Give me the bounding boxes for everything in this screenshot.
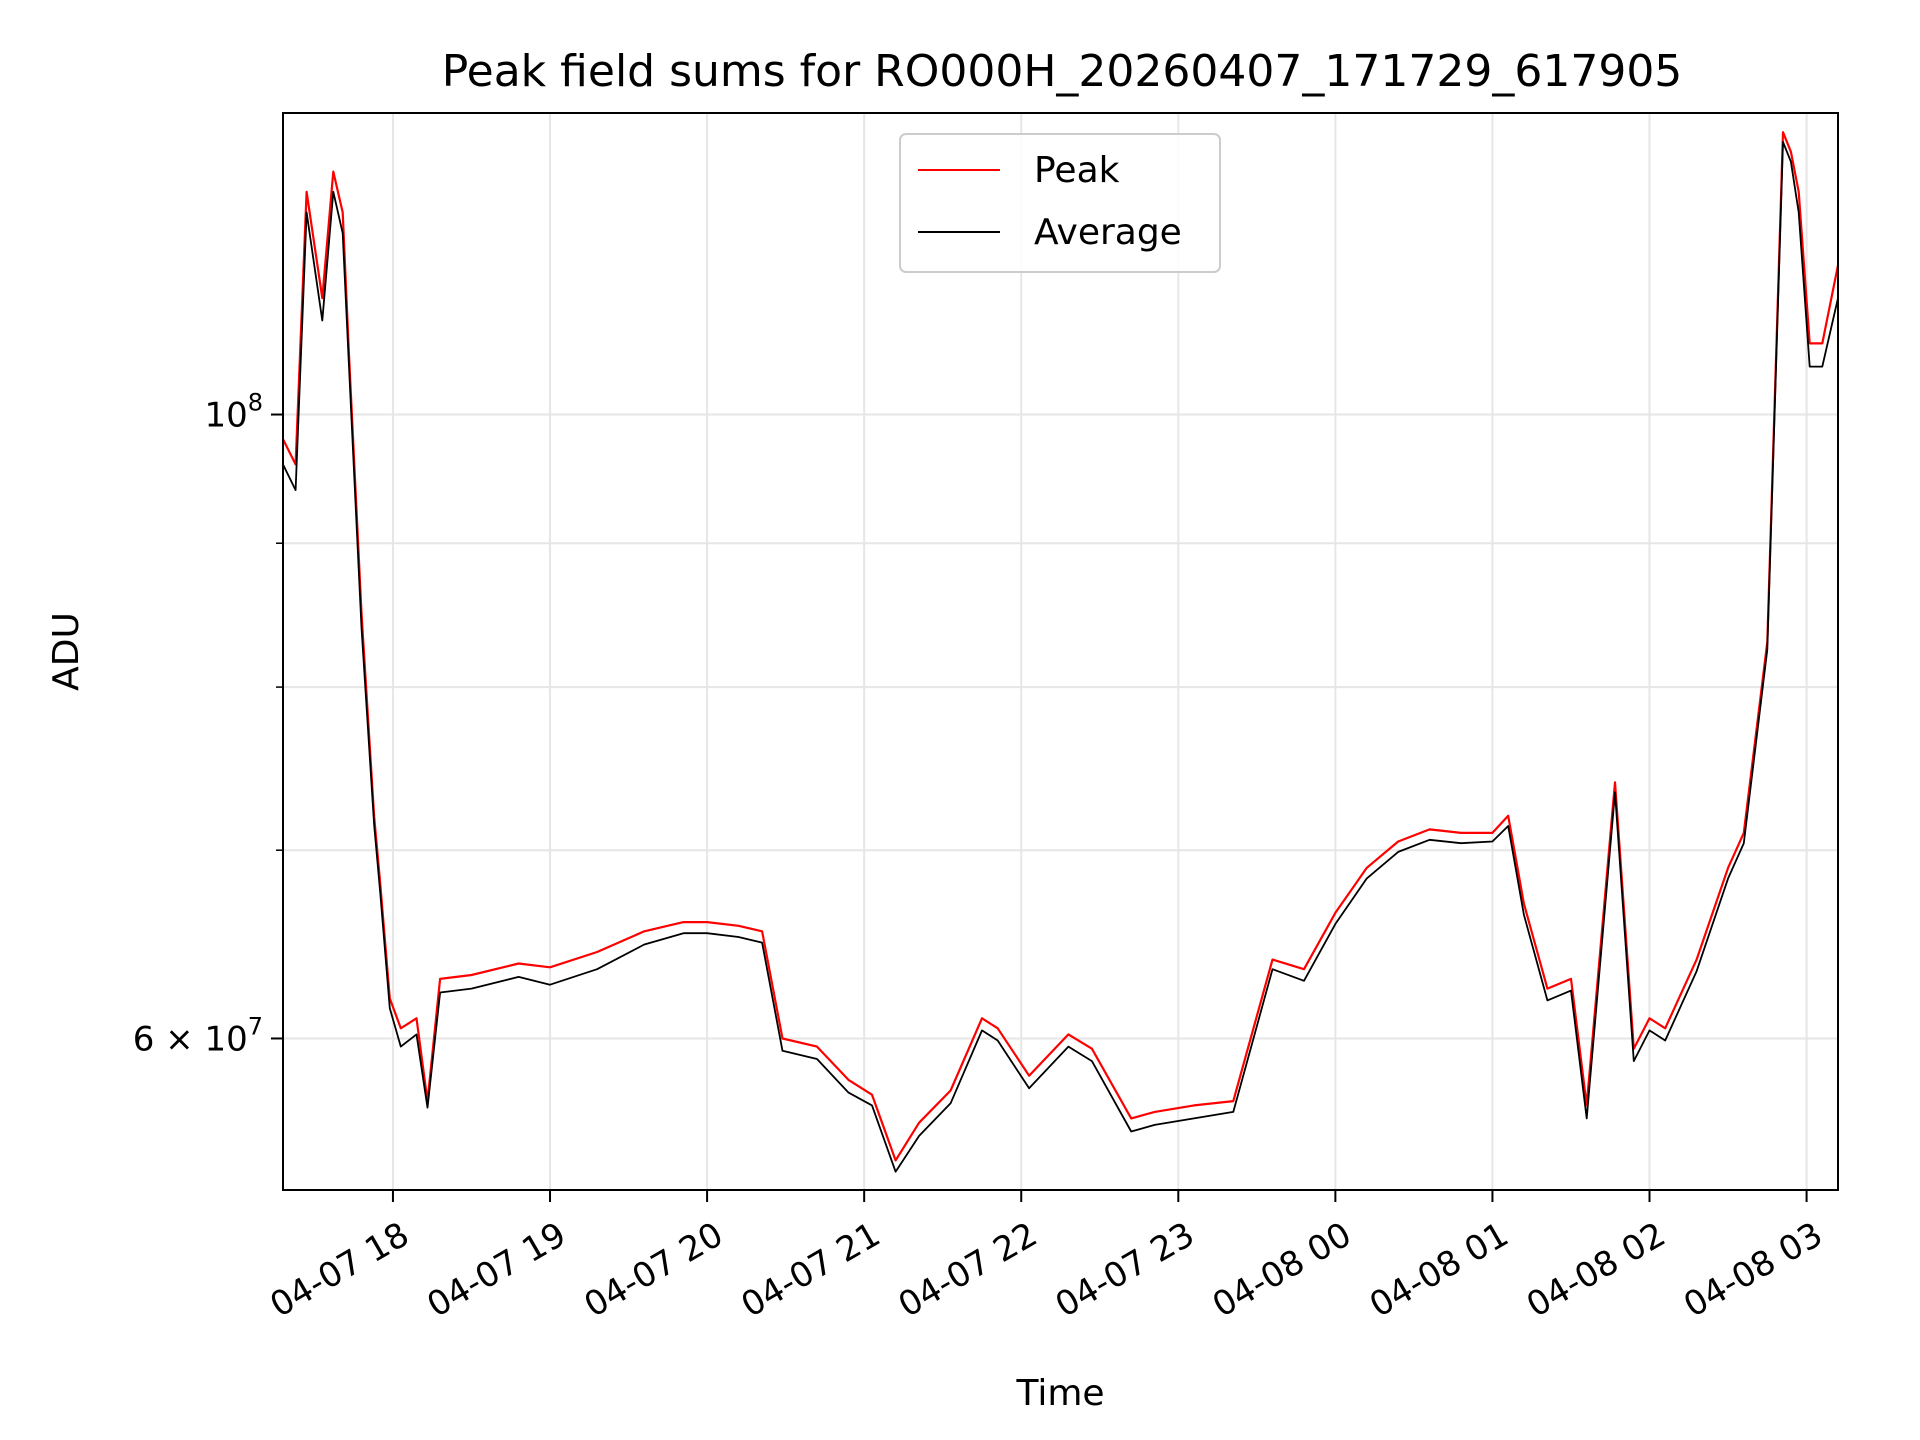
chart-title: Peak field sums for RO000H_20260407_1717…: [442, 46, 1683, 97]
legend-label-average: Average: [1034, 212, 1182, 253]
axes-frame: [282, 112, 1839, 1191]
legend: Peak Average: [899, 133, 1221, 273]
y-axis-label: ADU: [46, 612, 87, 691]
series-line-peak: [283, 131, 1838, 1162]
y-tick-label: 108: [204, 389, 263, 436]
legend-box: [899, 133, 1221, 273]
series-line-average: [283, 141, 1838, 1173]
legend-label-peak: Peak: [1034, 150, 1120, 191]
y-tick-label: 6 × 107: [133, 1012, 263, 1059]
x-axis-label: Time: [1015, 1373, 1104, 1414]
